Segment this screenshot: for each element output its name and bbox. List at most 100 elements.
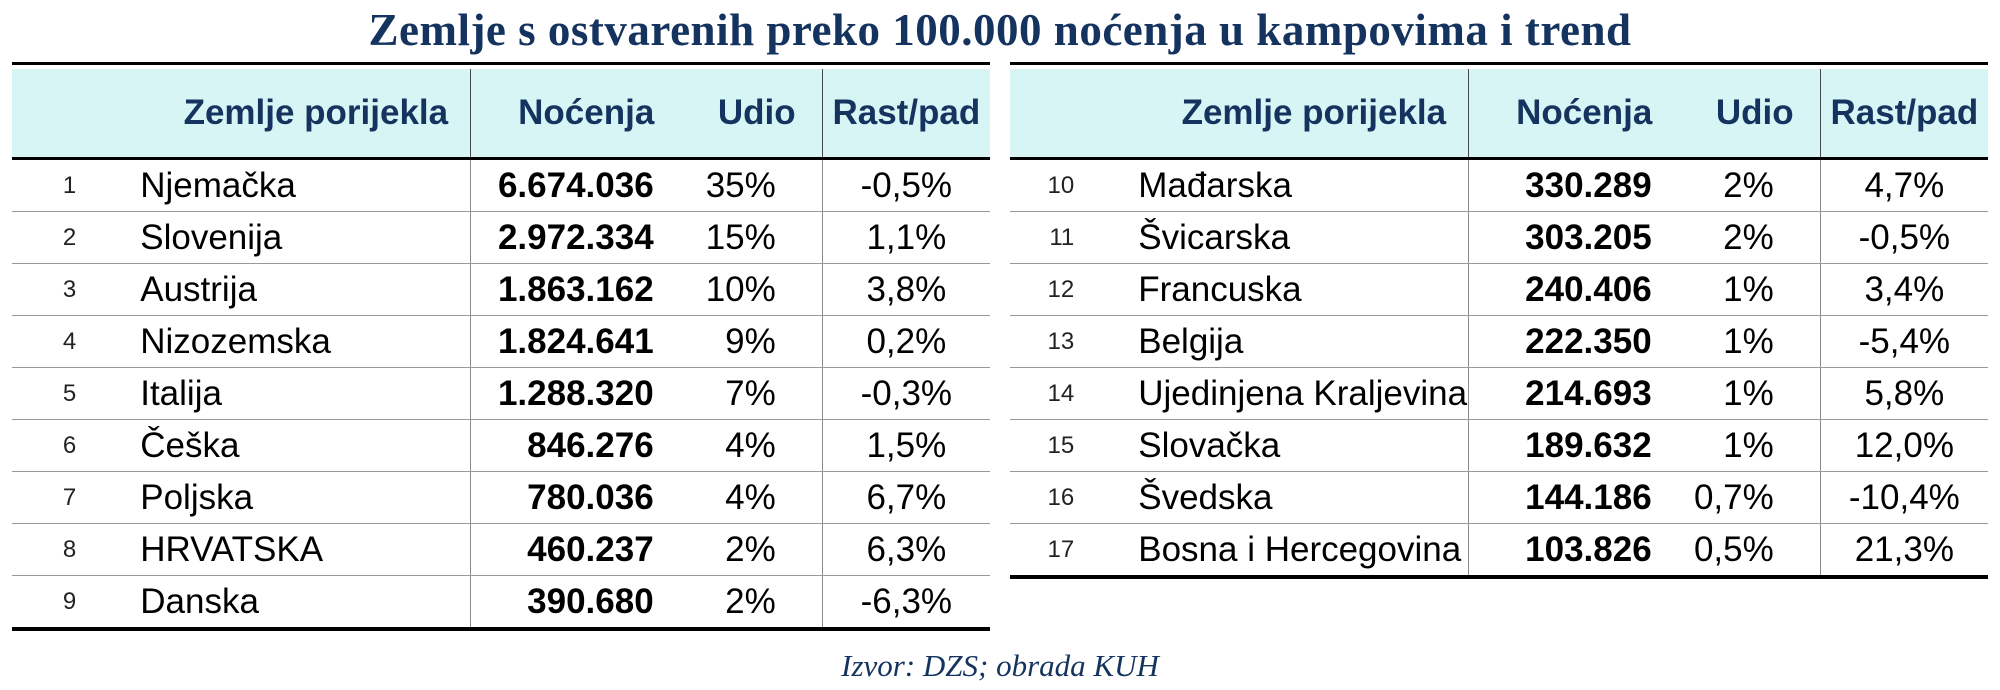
- trend-cell: 3,8%: [821, 264, 990, 315]
- rank-cell: 1: [62, 171, 77, 199]
- rank-cell: 8: [62, 535, 77, 563]
- table-row: 2 Slovenija 2.972.334 15% 1,1%: [12, 212, 990, 264]
- table-row: 14 Ujedinjena Kraljevina 214.693 1% 5,8%: [1010, 368, 1988, 420]
- trend-cell: 5,8%: [1819, 368, 1988, 419]
- country-cell: Slovenija: [140, 217, 283, 257]
- nights-cell: 189.632: [1467, 420, 1690, 471]
- table-row: 9 Danska 390.680 2% -6,3%: [12, 576, 990, 627]
- country-cell: Nizozemska: [140, 321, 331, 361]
- rank-cell: 5: [62, 379, 77, 407]
- trend-cell: -0,5%: [821, 160, 990, 211]
- trend-cell: 1,1%: [821, 212, 990, 263]
- rank-cell: 9: [62, 587, 77, 615]
- table-row: 12 Francuska 240.406 1% 3,4%: [1010, 264, 1988, 316]
- share-cell: 1%: [1723, 425, 1774, 465]
- nights-cell: 780.036: [469, 472, 692, 523]
- share-cell: 2%: [1723, 165, 1774, 205]
- share-cell: 1%: [1723, 269, 1774, 309]
- header-trend: Rast/pad: [1819, 69, 1988, 157]
- table-row: 7 Poljska 780.036 4% 6,7%: [12, 472, 990, 524]
- country-cell: Italija: [140, 373, 222, 413]
- rank-cell: 13: [1047, 327, 1075, 355]
- nights-cell: 240.406: [1467, 264, 1690, 315]
- trend-cell: 6,7%: [821, 472, 990, 523]
- country-cell: Poljska: [140, 477, 254, 517]
- country-cell: HRVATSKA: [140, 529, 324, 569]
- table-row: 10 Mađarska 330.289 2% 4,7%: [1010, 160, 1988, 212]
- right-table: Zemlje porijekla Noćenja Udio Rast/pad 1…: [1010, 62, 1988, 579]
- share-cell: 0,5%: [1693, 529, 1774, 569]
- nights-cell: 222.350: [1467, 316, 1690, 367]
- trend-cell: -6,3%: [821, 576, 990, 627]
- trend-cell: 12,0%: [1819, 420, 1988, 471]
- share-cell: 0,7%: [1693, 477, 1774, 517]
- nights-cell: 6.674.036: [469, 160, 692, 211]
- table-row: 17 Bosna i Hercegovina 103.826 0,5% 21,3%: [1010, 524, 1988, 575]
- rank-cell: 3: [62, 275, 77, 303]
- trend-cell: 4,7%: [1819, 160, 1988, 211]
- left-table-header-row: Zemlje porijekla Noćenja Udio Rast/pad: [12, 65, 990, 160]
- nights-cell: 303.205: [1467, 212, 1690, 263]
- trend-cell: 21,3%: [1819, 524, 1988, 575]
- header-nights: Noćenja: [469, 69, 692, 157]
- share-cell: 35%: [705, 165, 776, 205]
- trend-cell: -0,5%: [1819, 212, 1988, 263]
- nights-cell: 1.863.162: [469, 264, 692, 315]
- country-cell: Švedska: [1138, 477, 1273, 517]
- country-cell: Bosna i Hercegovina: [1138, 529, 1462, 569]
- table-row: 5 Italija 1.288.320 7% -0,3%: [12, 368, 990, 420]
- country-cell: Švicarska: [1138, 217, 1290, 257]
- header-share: Udio: [717, 93, 796, 132]
- trend-cell: -10,4%: [1819, 472, 1988, 523]
- nights-cell: 103.826: [1467, 524, 1690, 575]
- nights-cell: 846.276: [469, 420, 692, 471]
- country-cell: Ujedinjena Kraljevina: [1138, 373, 1468, 413]
- right-table-body: 10 Mađarska 330.289 2% 4,7% 11 Švicarska 303.20…: [1010, 160, 1988, 575]
- share-cell: 4%: [725, 477, 776, 517]
- header-country: Zemlje porijekla: [1181, 93, 1447, 132]
- share-cell: 10%: [705, 269, 776, 309]
- country-cell: Francuska: [1138, 269, 1302, 309]
- tables-container: Zemlje porijekla Noćenja Udio Rast/pad 1…: [0, 62, 2000, 631]
- table-row: 6 Češka 846.276 4% 1,5%: [12, 420, 990, 472]
- rank-cell: 17: [1047, 535, 1075, 563]
- table-row: 11 Švicarska 303.205 2% -0,5%: [1010, 212, 1988, 264]
- table-row: 1 Njemačka 6.674.036 35% -0,5%: [12, 160, 990, 212]
- rank-cell: 10: [1047, 171, 1075, 199]
- share-cell: 2%: [1723, 217, 1774, 257]
- table-row: 15 Slovačka 189.632 1% 12,0%: [1010, 420, 1988, 472]
- rank-cell: 2: [62, 223, 77, 251]
- share-cell: 1%: [1723, 321, 1774, 361]
- left-table: Zemlje porijekla Noćenja Udio Rast/pad 1…: [12, 62, 990, 631]
- source-note: Izvor: DZS; obrada KUH: [841, 648, 1159, 683]
- share-cell: 2%: [725, 581, 776, 621]
- page-title: Zemlje s ostvarenih preko 100.000 noćenj…: [368, 5, 1632, 55]
- country-cell: Danska: [140, 581, 259, 621]
- rank-cell: 7: [62, 483, 77, 511]
- nights-cell: 144.186: [1467, 472, 1690, 523]
- table-row: 13 Belgija 222.350 1% -5,4%: [1010, 316, 1988, 368]
- rank-cell: 16: [1047, 483, 1075, 511]
- header-trend: Rast/pad: [821, 69, 990, 157]
- table-row: 3 Austrija 1.863.162 10% 3,8%: [12, 264, 990, 316]
- share-cell: 9%: [725, 321, 776, 361]
- nights-cell: 330.289: [1467, 160, 1690, 211]
- trend-cell: 3,4%: [1819, 264, 1988, 315]
- country-cell: Austrija: [140, 269, 257, 309]
- table-row: 8 HRVATSKA 460.237 2% 6,3%: [12, 524, 990, 576]
- header-nights: Noćenja: [1467, 69, 1690, 157]
- table-row: 16 Švedska 144.186 0,7% -10,4%: [1010, 472, 1988, 524]
- header-share: Udio: [1715, 93, 1794, 132]
- rank-cell: 4: [62, 327, 77, 355]
- table-row: 4 Nizozemska 1.824.641 9% 0,2%: [12, 316, 990, 368]
- share-cell: 7%: [725, 373, 776, 413]
- nights-cell: 1.824.641: [469, 316, 692, 367]
- rank-cell: 15: [1047, 431, 1075, 459]
- header-country: Zemlje porijekla: [183, 93, 449, 132]
- nights-cell: 214.693: [1467, 368, 1690, 419]
- nights-cell: 390.680: [469, 576, 692, 627]
- country-cell: Belgija: [1138, 321, 1244, 361]
- nights-cell: 460.237: [469, 524, 692, 575]
- share-cell: 2%: [725, 529, 776, 569]
